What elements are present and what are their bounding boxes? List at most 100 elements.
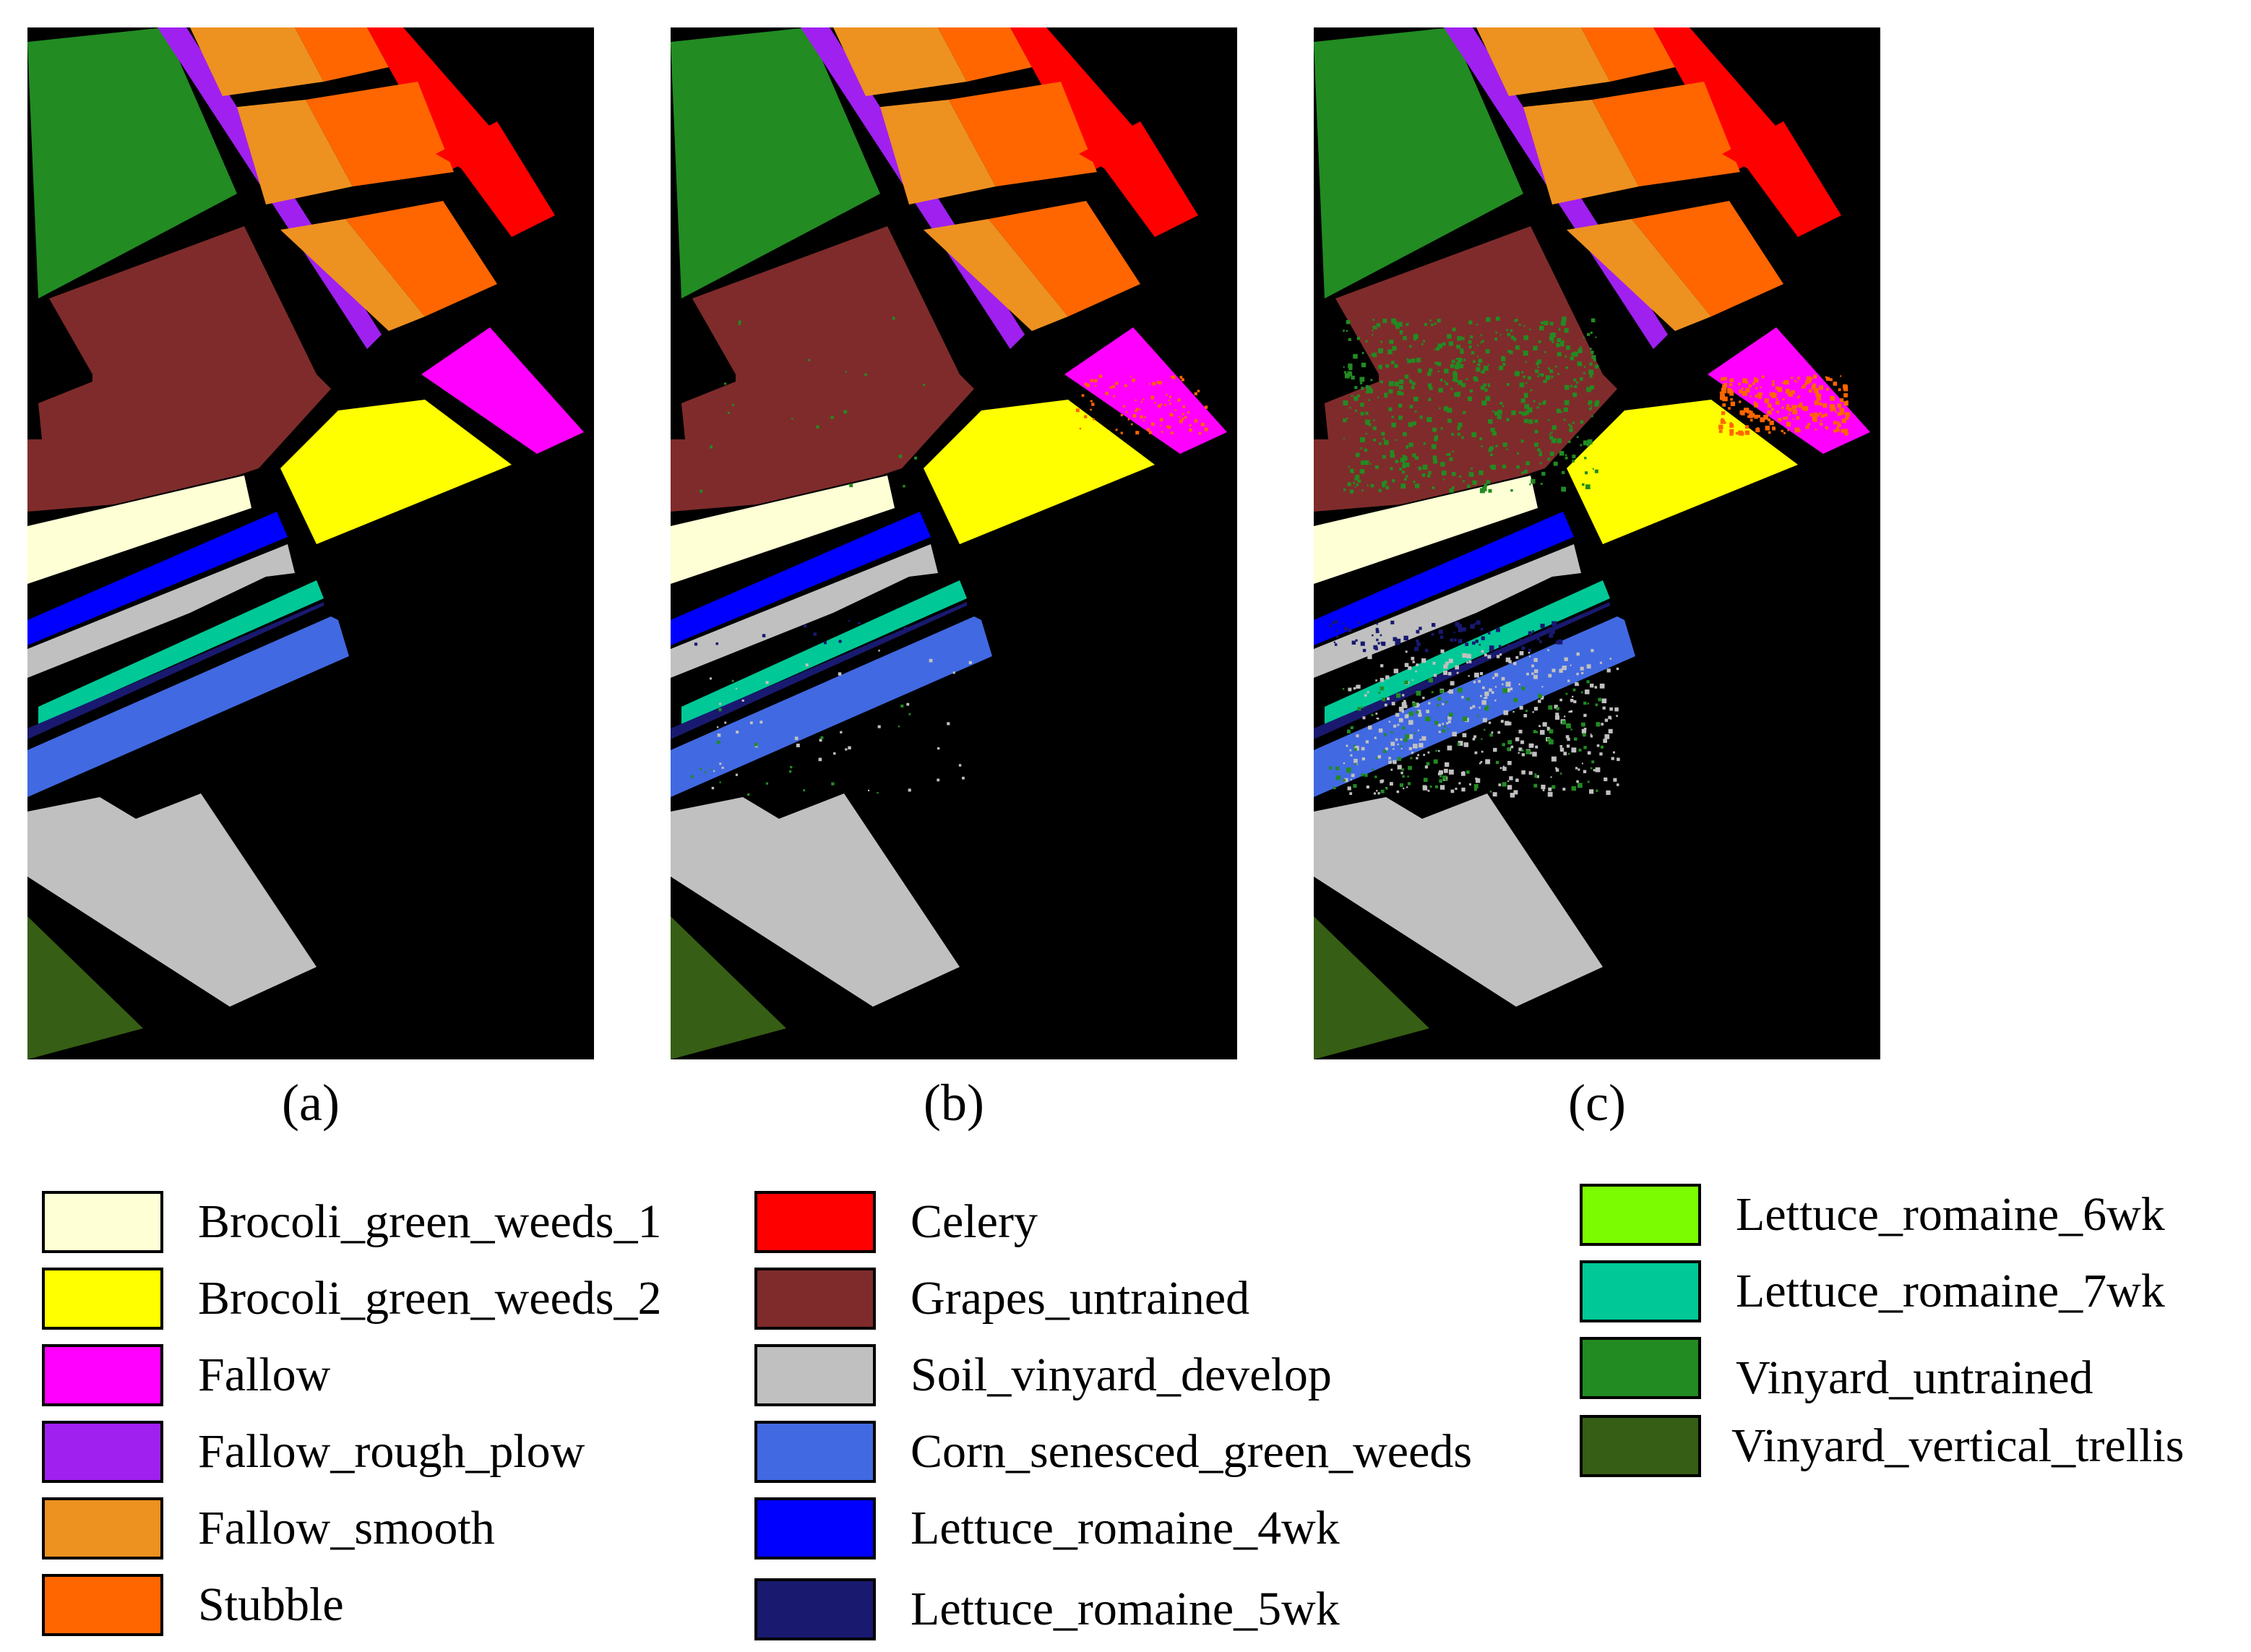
misclassified-pixel <box>1502 765 1505 767</box>
misclassified-pixel <box>1447 728 1449 731</box>
misclassified-pixel <box>1402 470 1406 474</box>
misclassified-pixel <box>1365 340 1368 343</box>
misclassified-pixel <box>1407 775 1409 778</box>
misclassified-pixel <box>1372 426 1377 431</box>
misclassified-pixel <box>1754 401 1756 403</box>
misclassified-pixel <box>1509 776 1513 780</box>
misclassified-pixel <box>1461 337 1465 340</box>
misclassified-pixel <box>1366 421 1370 426</box>
misclassified-pixel <box>1357 479 1361 483</box>
misclassified-pixel <box>1375 713 1378 715</box>
misclassified-pixel <box>1361 387 1364 390</box>
misclassified-pixel <box>900 704 904 708</box>
map-region <box>671 602 967 739</box>
map-region <box>1314 226 1617 512</box>
misclassified-pixel <box>1466 770 1470 774</box>
misclassified-pixel <box>1395 640 1400 645</box>
misclassified-pixel <box>1595 767 1601 773</box>
misclassified-pixel <box>1447 720 1451 723</box>
misclassified-pixel <box>1480 627 1484 631</box>
misclassified-pixel <box>1409 345 1412 348</box>
misclassified-pixel <box>1156 381 1160 384</box>
misclassified-pixel <box>700 489 703 493</box>
misclassified-pixel <box>903 485 905 488</box>
misclassified-pixel <box>1521 646 1525 650</box>
misclassified-pixel <box>1553 461 1558 466</box>
misclassified-pixel <box>1443 726 1446 728</box>
misclassified-pixel <box>1506 448 1508 451</box>
misclassified-pixel <box>1518 752 1520 754</box>
misclassified-pixel <box>1723 396 1728 402</box>
misclassified-pixel <box>1347 482 1351 486</box>
misclassified-pixel <box>1168 399 1170 402</box>
legend-swatch <box>754 1497 876 1559</box>
misclassified-pixel <box>1720 391 1725 397</box>
misclassified-pixel <box>923 383 926 387</box>
misclassified-pixel <box>1768 411 1772 415</box>
misclassified-pixel <box>1511 410 1516 416</box>
misclassified-pixel <box>1564 384 1570 390</box>
misclassified-pixel <box>1538 452 1543 457</box>
map-region <box>924 400 1155 544</box>
misclassified-pixel <box>1423 442 1426 445</box>
misclassified-pixel <box>1356 337 1361 340</box>
misclassified-pixel <box>1747 415 1750 418</box>
misclassified-pixel <box>1506 418 1510 421</box>
misclassified-pixel <box>1505 657 1511 663</box>
misclassified-pixel <box>1767 418 1770 421</box>
misclassified-pixel <box>1519 382 1525 387</box>
misclassified-pixel <box>1567 752 1570 755</box>
misclassified-pixel <box>1177 398 1181 402</box>
map-region <box>27 616 349 797</box>
misclassified-pixel <box>1517 452 1520 455</box>
misclassified-pixel <box>1495 317 1500 321</box>
misclassified-pixel <box>1346 417 1348 420</box>
misclassified-pixel <box>1404 478 1407 481</box>
misclassified-pixel <box>1343 778 1346 782</box>
misclassified-pixel <box>1744 408 1749 413</box>
misclassified-pixel <box>1442 775 1447 780</box>
misclassified-pixel <box>1541 784 1546 790</box>
misclassified-pixel <box>731 679 734 682</box>
map-region <box>1581 27 1675 82</box>
misclassified-pixel <box>1179 376 1183 379</box>
misclassified-pixel <box>1742 391 1747 396</box>
misclassified-pixel <box>1375 627 1379 631</box>
misclassified-pixel <box>1761 392 1763 395</box>
misclassified-pixel <box>1500 720 1504 723</box>
misclassified-pixel <box>1532 711 1534 713</box>
map-region <box>27 602 324 739</box>
misclassified-pixel <box>1435 785 1439 788</box>
misclassified-pixel <box>1819 402 1822 406</box>
misclassified-pixel <box>1507 332 1511 337</box>
misclassified-pixel <box>1390 741 1395 747</box>
misclassified-pixel <box>1189 428 1192 432</box>
misclassified-pixel <box>1576 673 1579 676</box>
misclassified-pixel <box>1596 789 1598 792</box>
misclassified-pixel <box>1377 718 1380 720</box>
misclassified-pixel <box>1472 705 1476 708</box>
misclassified-pixel <box>1450 387 1453 390</box>
misclassified-pixel <box>1380 687 1385 691</box>
misclassified-pixel <box>1613 751 1615 754</box>
misclassified-pixel <box>1376 790 1378 792</box>
misclassified-pixel <box>1502 688 1508 694</box>
misclassified-pixel <box>1438 629 1443 634</box>
misclassified-pixel <box>1588 369 1594 375</box>
misclassified-pixel <box>1820 420 1822 422</box>
misclassified-pixel <box>1549 436 1554 440</box>
misclassified-pixel <box>794 736 799 741</box>
misclassified-pixel <box>1454 392 1459 397</box>
misclassified-pixel <box>1805 380 1809 384</box>
misclassified-pixel <box>1564 666 1566 669</box>
misclassified-pixel <box>1419 743 1424 748</box>
misclassified-pixel <box>1452 731 1457 737</box>
misclassified-pixel <box>1818 412 1822 416</box>
misclassified-pixel <box>1523 324 1525 327</box>
misclassified-pixel <box>1815 428 1817 431</box>
misclassified-pixel <box>1527 376 1531 380</box>
misclassified-pixel <box>1572 421 1575 424</box>
misclassified-pixel <box>1776 410 1780 413</box>
misclassified-pixel <box>1419 739 1421 741</box>
misclassified-pixel <box>1450 789 1455 793</box>
